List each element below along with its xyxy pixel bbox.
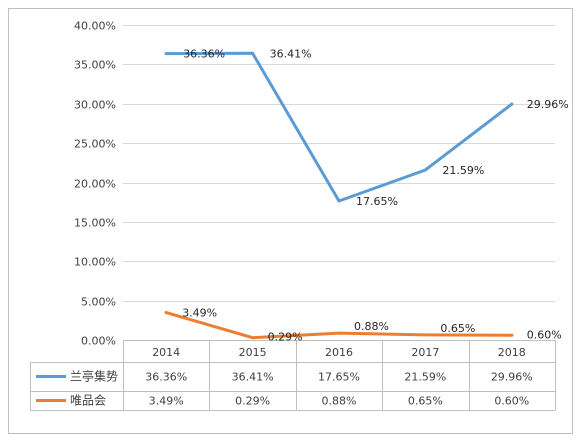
data-point (423, 168, 427, 172)
table-cell: 0.60% (494, 395, 529, 408)
table-cell: 29.96% (491, 371, 533, 384)
table-cell: 36.41% (232, 371, 274, 384)
x-tick-label: 2015 (239, 346, 267, 359)
data-point (251, 51, 255, 55)
table-cell: 17.65% (318, 371, 360, 384)
y-tick-label: 0.00% (81, 335, 116, 348)
legend-label: 唯品会 (70, 394, 106, 408)
series-1: 36.36% 36.41% 17.65% 21.59% 29.96% (164, 47, 569, 208)
data-point (423, 333, 427, 337)
data-label: 0.60% (527, 328, 562, 341)
data-point (510, 102, 514, 106)
y-axis: 0.00% 5.00% 10.00% 15.00% 20.00% 25.00% 30.00%… (74, 20, 116, 348)
data-point (337, 331, 341, 335)
x-tick-label: 2017 (411, 346, 439, 359)
data-point (251, 336, 255, 340)
data-label: 17.65% (356, 195, 398, 208)
data-point (337, 199, 341, 203)
gridlines (123, 25, 555, 302)
data-table: 2014 2015 2016 2017 2018 兰亭集势 36.36% 36.41% 17.6… (30, 340, 556, 411)
data-point (164, 311, 168, 315)
data-point (510, 333, 514, 337)
y-tick-label: 35.00% (74, 59, 116, 72)
x-tick-label: 2016 (325, 346, 353, 359)
data-label: 29.96% (527, 98, 569, 111)
data-label: 36.41% (270, 47, 312, 60)
data-label: 21.59% (442, 164, 484, 177)
y-tick-label: 40.00% (74, 20, 116, 33)
data-point (164, 52, 168, 56)
x-tick-label: 2018 (498, 346, 526, 359)
data-label: 0.88% (354, 320, 389, 333)
x-tick-label: 2014 (152, 346, 180, 359)
data-label: 36.36% (183, 48, 225, 61)
y-tick-label: 5.00% (81, 296, 116, 309)
table-cell: 0.65% (408, 395, 443, 408)
y-tick-label: 30.00% (74, 99, 116, 112)
data-label: 3.49% (182, 307, 217, 320)
series-2: 3.49% 0.29% 0.88% 0.65% 0.60% (164, 307, 562, 344)
y-tick-label: 20.00% (74, 178, 116, 191)
table-cell: 0.88% (322, 395, 357, 408)
table-cell: 36.36% (145, 371, 187, 384)
table-cell: 0.29% (235, 395, 270, 408)
y-tick-label: 25.00% (74, 138, 116, 151)
y-tick-label: 10.00% (74, 256, 116, 269)
table-cell: 21.59% (404, 371, 446, 384)
legend-label: 兰亭集势 (70, 369, 118, 384)
y-tick-label: 15.00% (74, 217, 116, 230)
table-cell: 3.49% (149, 395, 184, 408)
data-label: 0.65% (440, 322, 475, 335)
data-label: 0.29% (268, 331, 303, 344)
